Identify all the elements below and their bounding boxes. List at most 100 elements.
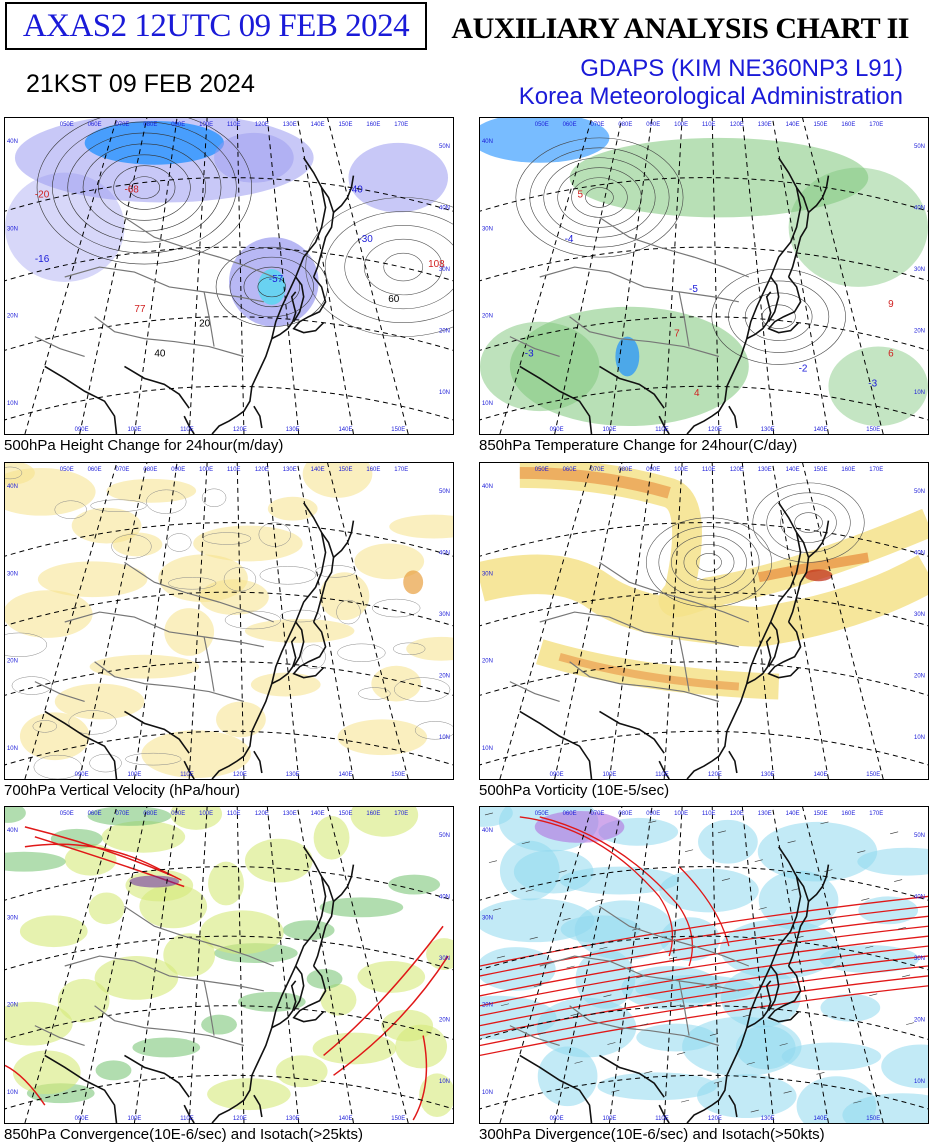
svg-text:150E: 150E [391,427,405,433]
svg-text:40N: 40N [439,550,450,556]
svg-text:100E: 100E [199,467,213,473]
svg-text:120E: 120E [708,772,722,778]
svg-text:170E: 170E [394,122,408,128]
svg-text:150E: 150E [339,122,353,128]
svg-text:090E: 090E [646,122,660,128]
svg-text:110E: 110E [227,122,241,128]
svg-text:140E: 140E [339,772,353,778]
svg-text:150E: 150E [866,1116,880,1122]
product-id-box: AXAS2 12UTC 09 FEB 2024 [5,2,427,50]
svg-text:150E: 150E [866,772,880,778]
svg-text:090E: 090E [171,811,185,817]
svg-text:110E: 110E [655,427,669,433]
svg-text:130E: 130E [283,467,297,473]
svg-text:090E: 090E [171,122,185,128]
svg-text:150E: 150E [866,427,880,433]
height-change-map: -20 -68 -16 -57 -40 -30 77 108 40 20 60 050E 060E 070… [4,117,454,435]
svg-text:120E: 120E [730,467,744,473]
svg-text:140E: 140E [814,1116,828,1122]
height-change-value: 20 [199,319,211,330]
svg-text:150E: 150E [391,772,405,778]
svg-text:100E: 100E [674,811,688,817]
svg-text:070E: 070E [116,467,130,473]
svg-text:150E: 150E [814,122,828,128]
svg-text:130E: 130E [283,122,297,128]
svg-text:080E: 080E [618,122,632,128]
svg-text:50N: 50N [439,144,450,150]
svg-text:100E: 100E [674,467,688,473]
svg-text:20N: 20N [914,1018,925,1024]
svg-text:090E: 090E [75,1116,89,1122]
svg-text:30N: 30N [7,571,18,577]
svg-text:40N: 40N [914,894,925,900]
map-canvas: 050E 060E 070E 080E 090E 100E 110E 120E 130E 140E… [5,807,453,1123]
svg-text:40N: 40N [482,139,493,145]
vertical-velocity-map: 050E 060E 070E 080E 090E 100E 110E 120E 130E 140E… [4,462,454,780]
svg-text:40N: 40N [914,205,925,211]
svg-text:130E: 130E [283,811,297,817]
height-change-value: 108 [428,259,445,270]
svg-text:090E: 090E [75,772,89,778]
svg-text:40N: 40N [439,894,450,900]
svg-text:150E: 150E [339,811,353,817]
svg-text:40N: 40N [482,484,493,490]
svg-text:40N: 40N [7,484,18,490]
svg-text:050E: 050E [60,467,74,473]
temp-change-value: 9 [888,299,894,310]
svg-text:110E: 110E [655,772,669,778]
svg-text:100E: 100E [199,122,213,128]
svg-text:130E: 130E [286,427,300,433]
svg-text:170E: 170E [869,122,883,128]
svg-text:20N: 20N [439,329,450,335]
divergence-isotach-caption: 300hPa Divergence(10E-6/sec) and Isotach… [479,1126,825,1143]
svg-text:110E: 110E [702,467,716,473]
svg-text:20N: 20N [7,659,18,665]
height-change-value: 60 [388,294,400,305]
svg-text:110E: 110E [180,427,194,433]
svg-text:20N: 20N [482,1003,493,1009]
svg-text:120E: 120E [233,772,247,778]
svg-text:20N: 20N [914,329,925,335]
height-change-value: 40 [154,348,166,359]
svg-text:30N: 30N [7,226,18,232]
map-canvas: 050E 060E 070E 080E 090E 100E 110E 120E 130E 140E… [5,463,453,779]
svg-text:10N: 10N [439,735,450,741]
height-change-value: -68 [124,185,139,196]
vorticity-caption: 500hPa Vorticity (10E-5/sec) [479,782,670,799]
agency-name: Korea Meteorological Administration [518,83,903,110]
svg-text:110E: 110E [702,122,716,128]
svg-text:140E: 140E [786,122,800,128]
svg-text:110E: 110E [227,467,241,473]
svg-text:10N: 10N [482,401,493,407]
svg-text:40N: 40N [439,205,450,211]
svg-text:130E: 130E [761,772,775,778]
product-id: AXAS2 12UTC 09 FEB 2024 [22,7,410,44]
map-canvas: 050E 060E 070E 080E 090E 100E 110E 120E 130E 140E… [480,807,928,1123]
svg-text:150E: 150E [339,467,353,473]
map-canvas: -20 -68 -16 -57 -40 -30 77 108 40 20 60 050E 060E 070… [5,118,453,434]
temp-change-value: -3 [525,348,534,359]
svg-text:140E: 140E [311,467,325,473]
svg-text:110E: 110E [180,772,194,778]
svg-text:50N: 50N [914,144,925,150]
svg-text:080E: 080E [143,811,157,817]
height-change-caption: 500hPa Height Change for 24hour(m/day) [4,437,284,454]
svg-text:060E: 060E [88,811,102,817]
svg-text:40N: 40N [7,828,18,834]
svg-text:10N: 10N [914,1079,925,1085]
svg-text:070E: 070E [591,122,605,128]
temp-change-value: -4 [565,234,574,245]
svg-text:060E: 060E [88,122,102,128]
svg-text:050E: 050E [535,811,549,817]
svg-text:150E: 150E [391,1116,405,1122]
convergence-isotach-caption: 850hPa Convergence(10E-6/sec) and Isotac… [4,1126,363,1143]
svg-text:10N: 10N [7,1090,18,1096]
svg-text:080E: 080E [618,467,632,473]
map-canvas: -4 5 -3 -5 7 -2 4 -3 9 6 050E 060E 070E 080E 090E 100E 1… [480,118,928,434]
svg-text:120E: 120E [255,122,269,128]
svg-text:140E: 140E [814,427,828,433]
svg-text:050E: 050E [60,122,74,128]
svg-text:090E: 090E [646,811,660,817]
temp-change-value: -2 [799,363,808,374]
svg-text:110E: 110E [655,1116,669,1122]
